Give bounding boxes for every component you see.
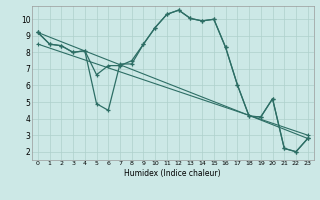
X-axis label: Humidex (Indice chaleur): Humidex (Indice chaleur) [124, 169, 221, 178]
